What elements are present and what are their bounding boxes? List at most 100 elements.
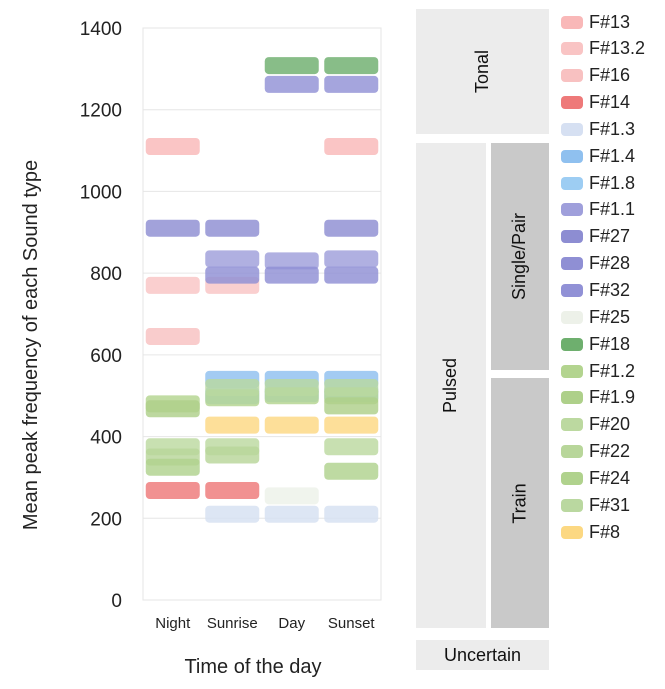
legend-group-label: Tonal <box>472 49 492 94</box>
range-bar <box>324 137 379 155</box>
legend-label: F#32 <box>589 280 631 300</box>
range-bar <box>145 482 200 500</box>
legend-item: F#27 <box>561 226 630 248</box>
legend-item: F#20 <box>561 414 630 436</box>
legend-swatch <box>561 364 583 378</box>
legend-item: F#1.9 <box>561 387 635 409</box>
legend-subgroup-single-pair: Single/Pair <box>491 143 549 370</box>
legend-label: F#31 <box>589 494 631 515</box>
range-bar <box>324 219 379 237</box>
legend-item: F#1.3 <box>561 118 635 140</box>
range-bar <box>145 137 200 155</box>
y-tick-label: 1400 <box>80 19 122 40</box>
legend-swatch <box>561 391 583 405</box>
range-bar <box>205 379 260 397</box>
x-axis-title: Time of the day <box>184 656 321 678</box>
legend-item: F#1.1 <box>561 199 635 221</box>
legend-item: F#18 <box>561 333 630 355</box>
legend-group-label: Train <box>509 482 530 524</box>
legend-label: F#16 <box>589 65 631 86</box>
legend-swatch <box>561 42 583 56</box>
legend-group-label: Uncertain <box>443 644 522 665</box>
legend-label: F#14 <box>589 92 631 113</box>
y-tick-label: 800 <box>90 264 122 285</box>
legend-label: F#1.3 <box>589 118 636 139</box>
legend-item: F#1.8 <box>561 172 635 194</box>
legend-item: F#16 <box>561 65 630 87</box>
legend-label: F#1.1 <box>589 199 636 220</box>
range-bar <box>145 276 200 294</box>
legend-swatch <box>561 445 583 459</box>
range-bar <box>324 250 379 268</box>
legend-label: F#13 <box>589 11 631 32</box>
range-bar <box>264 75 319 93</box>
range-bar <box>145 458 200 476</box>
legend-item: F#8 <box>561 521 620 543</box>
legend-item: F#31 <box>561 494 630 516</box>
legend-label: F#18 <box>589 333 631 354</box>
range-bar <box>324 416 379 434</box>
plot-area <box>142 27 382 601</box>
legend-swatch <box>561 230 583 244</box>
legend-label: F#24 <box>589 467 631 488</box>
range-bar <box>324 397 379 415</box>
legend-swatch <box>561 498 583 512</box>
x-tick-label: Day <box>278 615 305 632</box>
legend-group-tonal: Tonal <box>416 9 549 134</box>
range-bar <box>264 57 319 75</box>
legend-item: F#28 <box>561 253 630 275</box>
legend-swatch <box>561 96 583 110</box>
legend-label: F#1.9 <box>589 387 636 408</box>
legend-subgroup-train: Train <box>491 378 549 628</box>
y-tick-label: 1200 <box>80 101 122 122</box>
y-tick-label: 1000 <box>80 182 122 203</box>
range-bar <box>324 266 379 284</box>
legend-group-label: Single/Pair <box>509 212 530 301</box>
legend-item: F#24 <box>561 467 630 489</box>
x-tick-label: Sunrise <box>207 615 258 632</box>
legend-swatch <box>561 69 583 83</box>
range-bar <box>205 416 260 434</box>
legend-item: F#13 <box>561 11 630 33</box>
y-axis-title: Mean peak frequency of each Sound type <box>20 160 42 530</box>
range-bar <box>324 462 379 480</box>
legend-swatch <box>561 203 583 217</box>
legend-swatch <box>561 284 583 297</box>
legend-item: F#14 <box>561 92 630 114</box>
range-bar <box>264 379 319 397</box>
legend-label: F#22 <box>589 441 631 462</box>
range-bar <box>324 505 379 523</box>
legend-swatch <box>561 15 583 29</box>
chart-marks <box>145 57 379 523</box>
range-bar <box>264 416 319 434</box>
range-bar <box>324 75 379 93</box>
legend-label: F#20 <box>589 414 631 435</box>
legend-group-uncertain: Uncertain <box>416 640 549 670</box>
legend-swatch <box>561 337 583 351</box>
legend-swatch <box>561 257 583 271</box>
legend-swatch <box>561 471 583 485</box>
legend-item: F#13.2 <box>561 38 645 60</box>
legend-item: F#1.4 <box>561 145 635 167</box>
y-tick-label: 600 <box>90 346 122 367</box>
range-bar <box>145 400 200 418</box>
range-bar <box>264 505 319 523</box>
range-bar <box>205 505 260 523</box>
range-bar <box>205 266 260 284</box>
legend-swatch <box>561 525 583 539</box>
range-bar <box>205 446 260 464</box>
legend-swatch <box>561 122 583 136</box>
range-bar <box>205 219 260 237</box>
range-bar <box>264 252 319 270</box>
range-bar <box>145 327 200 345</box>
y-tick-label: 400 <box>90 428 122 449</box>
x-axis: Night Sunrise Day Sunset <box>155 615 375 632</box>
range-bar <box>324 57 379 75</box>
legend-item: F#22 <box>561 441 630 463</box>
legend-swatch <box>561 310 583 324</box>
legend-label: F#13.2 <box>589 38 646 59</box>
range-bar <box>205 482 260 500</box>
range-bar <box>264 266 319 284</box>
range-bar <box>205 250 260 268</box>
